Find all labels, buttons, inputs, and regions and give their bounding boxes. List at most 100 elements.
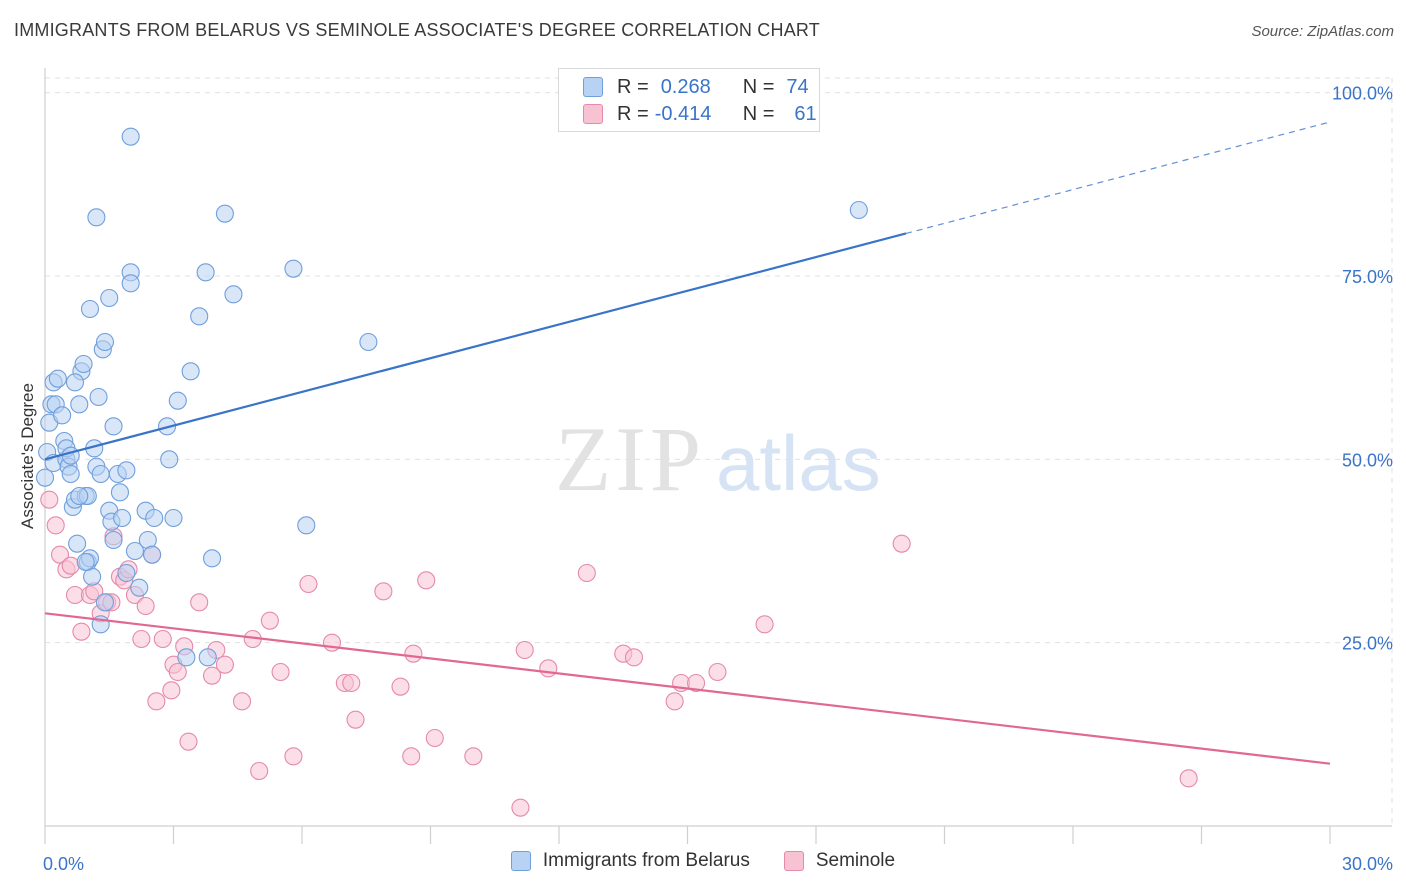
belarus-trend-extension (905, 121, 1331, 235)
seminole-point (511, 798, 530, 817)
seminole-point (577, 563, 596, 583)
y-tick-label: 50.0% (1342, 450, 1393, 470)
belarus-swatch (510, 851, 531, 871)
belarus-point (104, 417, 123, 436)
seminole-point (260, 611, 279, 630)
seminole-point (687, 673, 706, 693)
r-label: R = (617, 102, 649, 125)
seminole-point (232, 692, 252, 711)
seminole-point (179, 732, 198, 751)
belarus-point (100, 288, 119, 308)
belarus-point (297, 516, 316, 535)
y-axis-label: Associate's Degree (18, 383, 37, 529)
seminole-point (391, 677, 410, 696)
seminole-point (402, 747, 421, 766)
belarus-points (35, 127, 868, 667)
belarus-point (65, 373, 85, 392)
belarus-point (61, 464, 80, 484)
n-label: N = (742, 102, 775, 125)
seminole-point (374, 582, 393, 601)
belarus-point (190, 307, 209, 326)
belarus-point (110, 483, 130, 502)
legend-row-seminole: R = -0.414 N = 61 (583, 101, 817, 127)
belarus-point (76, 552, 95, 572)
seminole-point (346, 710, 365, 729)
belarus-point (145, 508, 164, 528)
belarus-point (87, 208, 106, 227)
seminole-point (299, 574, 318, 594)
seminole-point (132, 629, 151, 649)
seminole-point (162, 681, 181, 700)
belarus-point (359, 332, 378, 352)
gridlines (45, 77, 1393, 826)
seminole-point (892, 534, 911, 553)
x-tick-label: 0.0% (43, 854, 84, 874)
belarus-point (91, 464, 110, 484)
r-label: R = (617, 75, 649, 98)
seminole-point (203, 666, 222, 685)
belarus-point (125, 541, 144, 561)
belarus-point (104, 530, 123, 550)
seminole-point (464, 747, 483, 766)
seminole-point (515, 640, 534, 660)
belarus-point (849, 200, 868, 220)
belarus-point (203, 549, 222, 568)
seminole-point (72, 622, 91, 641)
belarus-point (160, 450, 179, 469)
n-value: 74 (786, 75, 809, 98)
belarus-point (68, 534, 87, 553)
seminole-point (46, 516, 65, 535)
tick-labels: 25.0% 50.0% 75.0% 100.0% 0.0% 30.0% (43, 84, 1393, 874)
seminole-point (417, 571, 436, 590)
seminole-swatch (783, 851, 804, 871)
belarus-point (164, 508, 183, 528)
series-legend: Immigrants from Belarus Seminole (0, 850, 1406, 872)
legend-label-seminole: Seminole (815, 850, 896, 871)
belarus-point (181, 362, 200, 381)
belarus-point (215, 204, 234, 223)
belarus-point (130, 578, 149, 597)
seminole-point (153, 629, 172, 649)
seminole-point (271, 662, 290, 682)
chart-title: IMMIGRANTS FROM BELARUS VS SEMINOLE ASSO… (14, 20, 820, 40)
seminole-point (147, 692, 166, 711)
trend-lines (44, 121, 1331, 765)
belarus-trend-line (44, 232, 907, 461)
seminole-point (168, 662, 187, 682)
seminole-point (284, 747, 303, 766)
belarus-point (121, 274, 140, 293)
n-label: N = (742, 75, 775, 98)
belarus-point (74, 354, 93, 374)
correlation-legend: R = 0.268 N = 74 R = -0.414 N = 61 (558, 68, 820, 132)
belarus-point (177, 648, 196, 667)
belarus-point (143, 545, 162, 564)
seminole-point (1179, 769, 1198, 788)
y-tick-label: 100.0% (1332, 84, 1393, 104)
belarus-point (224, 285, 243, 304)
seminole-point (250, 761, 269, 781)
seminole-point (215, 655, 234, 674)
seminole-trend-line (44, 612, 1331, 765)
belarus-point (89, 387, 108, 407)
legend-item-belarus: Immigrants from Belarus (510, 850, 750, 872)
seminole-point (539, 659, 558, 678)
belarus-point (196, 263, 215, 282)
belarus-point (80, 299, 100, 319)
seminole-swatch (583, 104, 603, 124)
belarus-point (95, 332, 115, 352)
seminole-point (708, 662, 727, 682)
watermark: ZIP atlas (555, 408, 881, 510)
belarus-point (117, 461, 136, 480)
belarus-point (53, 406, 72, 425)
belarus-point (168, 391, 187, 410)
legend-label-belarus: Immigrants from Belarus (542, 850, 750, 871)
seminole-point (61, 556, 80, 575)
legend-row-belarus: R = 0.268 N = 74 (583, 74, 809, 100)
seminole-point (40, 490, 59, 509)
belarus-point (70, 486, 89, 506)
x-tick-label: 30.0% (1342, 854, 1393, 874)
r-value: -0.414 (654, 102, 712, 125)
seminole-point (425, 728, 444, 748)
watermark-zip: ZIP (555, 408, 705, 510)
